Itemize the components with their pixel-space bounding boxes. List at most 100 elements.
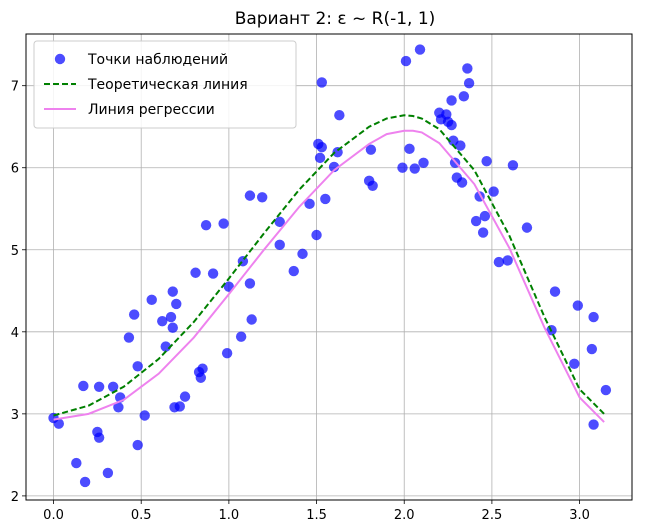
legend-box: [33, 40, 297, 129]
y-tick-label: 6: [11, 162, 19, 177]
data-point: [200, 219, 212, 231]
data-point: [502, 255, 513, 266]
y-tick-label: 2: [11, 490, 19, 505]
data-point: [462, 63, 473, 74]
data-point: [146, 294, 157, 306]
data-point: [221, 347, 233, 359]
data-point: [549, 286, 561, 297]
data-point: [128, 309, 140, 320]
data-point: [256, 192, 268, 203]
data-point: [78, 380, 89, 392]
data-point: [102, 467, 114, 479]
data-point: [123, 332, 135, 343]
data-point: [521, 222, 533, 233]
x-tick-label: 2.0: [394, 508, 415, 523]
data-point: [600, 384, 612, 396]
data-point: [297, 248, 308, 260]
scatter-series: [48, 44, 612, 488]
regression-line: [53, 129, 605, 423]
data-point: [132, 361, 143, 372]
data-point: [328, 161, 340, 173]
data-point: [93, 432, 105, 443]
legend-label: Линия регрессии: [88, 102, 215, 118]
data-point: [190, 267, 201, 278]
data-point: [334, 110, 345, 121]
data-point: [367, 180, 378, 191]
data-point: [288, 265, 299, 277]
data-point: [588, 311, 599, 323]
data-point: [174, 401, 185, 412]
x-tick-label: 1.0: [219, 508, 240, 523]
legend-label: Теоретическая линия: [87, 77, 248, 93]
data-point: [304, 198, 315, 210]
data-point: [507, 160, 519, 171]
data-point: [274, 239, 285, 251]
data-point: [244, 278, 256, 289]
data-point: [274, 216, 285, 228]
data-point: [477, 227, 489, 238]
x-tick-label: 0.5: [131, 508, 152, 523]
data-point: [160, 341, 171, 352]
legend-marker: [54, 53, 66, 65]
x-tick-label: 3.0: [569, 508, 590, 523]
data-point: [458, 91, 470, 102]
plot-series: [48, 44, 612, 488]
data-point: [132, 439, 143, 451]
data-point: [320, 193, 331, 205]
data-point: [311, 229, 322, 241]
data-point: [207, 268, 219, 279]
x-tick-label: 1.5: [306, 508, 327, 523]
data-point: [470, 215, 482, 227]
legend-label: Точки наблюдений: [87, 52, 228, 68]
data-point: [93, 381, 105, 392]
data-point: [157, 315, 168, 327]
x-tick-label: 2.5: [482, 508, 503, 523]
chart-title: Вариант 2: ε ~ R(-1, 1): [235, 9, 436, 29]
data-point: [235, 331, 247, 342]
y-tick-label: 7: [11, 80, 19, 95]
x-tick-label: 0.0: [43, 508, 64, 523]
data-point: [463, 78, 475, 89]
data-point: [167, 322, 178, 333]
data-point: [365, 144, 377, 155]
data-point: [455, 140, 466, 151]
x-axis: 0.0 0.5 1.0 1.5 2.0 2.5 3.0: [43, 500, 590, 523]
data-point: [195, 372, 207, 383]
data-point: [481, 155, 492, 167]
y-tick-label: 4: [11, 326, 19, 341]
data-point: [316, 77, 328, 88]
legend: Точки наблюдений Теоретическая линия Линия…: [33, 40, 297, 129]
theoretical-line: [53, 114, 605, 417]
data-point: [171, 298, 182, 310]
y-tick-label: 5: [11, 244, 19, 259]
data-point: [218, 218, 229, 229]
data-point: [397, 162, 408, 173]
data-point: [569, 358, 580, 370]
data-point: [316, 142, 328, 153]
data-point: [588, 419, 599, 430]
data-point: [53, 418, 64, 429]
data-point: [488, 186, 499, 197]
data-point: [246, 314, 257, 325]
data-point: [456, 177, 468, 188]
data-point: [479, 210, 491, 222]
data-point: [165, 311, 177, 323]
data-point: [493, 256, 505, 268]
data-point: [179, 391, 191, 402]
data-point: [167, 286, 178, 297]
data-point: [244, 190, 256, 201]
data-point: [404, 143, 415, 155]
data-point: [314, 152, 326, 164]
plot-frame: [25, 33, 633, 501]
y-tick-label: 3: [11, 408, 19, 423]
data-point: [418, 157, 429, 169]
data-point: [586, 343, 598, 355]
data-point: [446, 95, 457, 106]
data-point: [400, 55, 412, 67]
data-point: [409, 163, 420, 174]
data-point: [572, 300, 584, 311]
data-point: [71, 457, 82, 469]
y-axis: 2 3 4 5 6 7: [11, 80, 26, 505]
data-point: [79, 476, 91, 488]
data-point: [107, 381, 119, 392]
